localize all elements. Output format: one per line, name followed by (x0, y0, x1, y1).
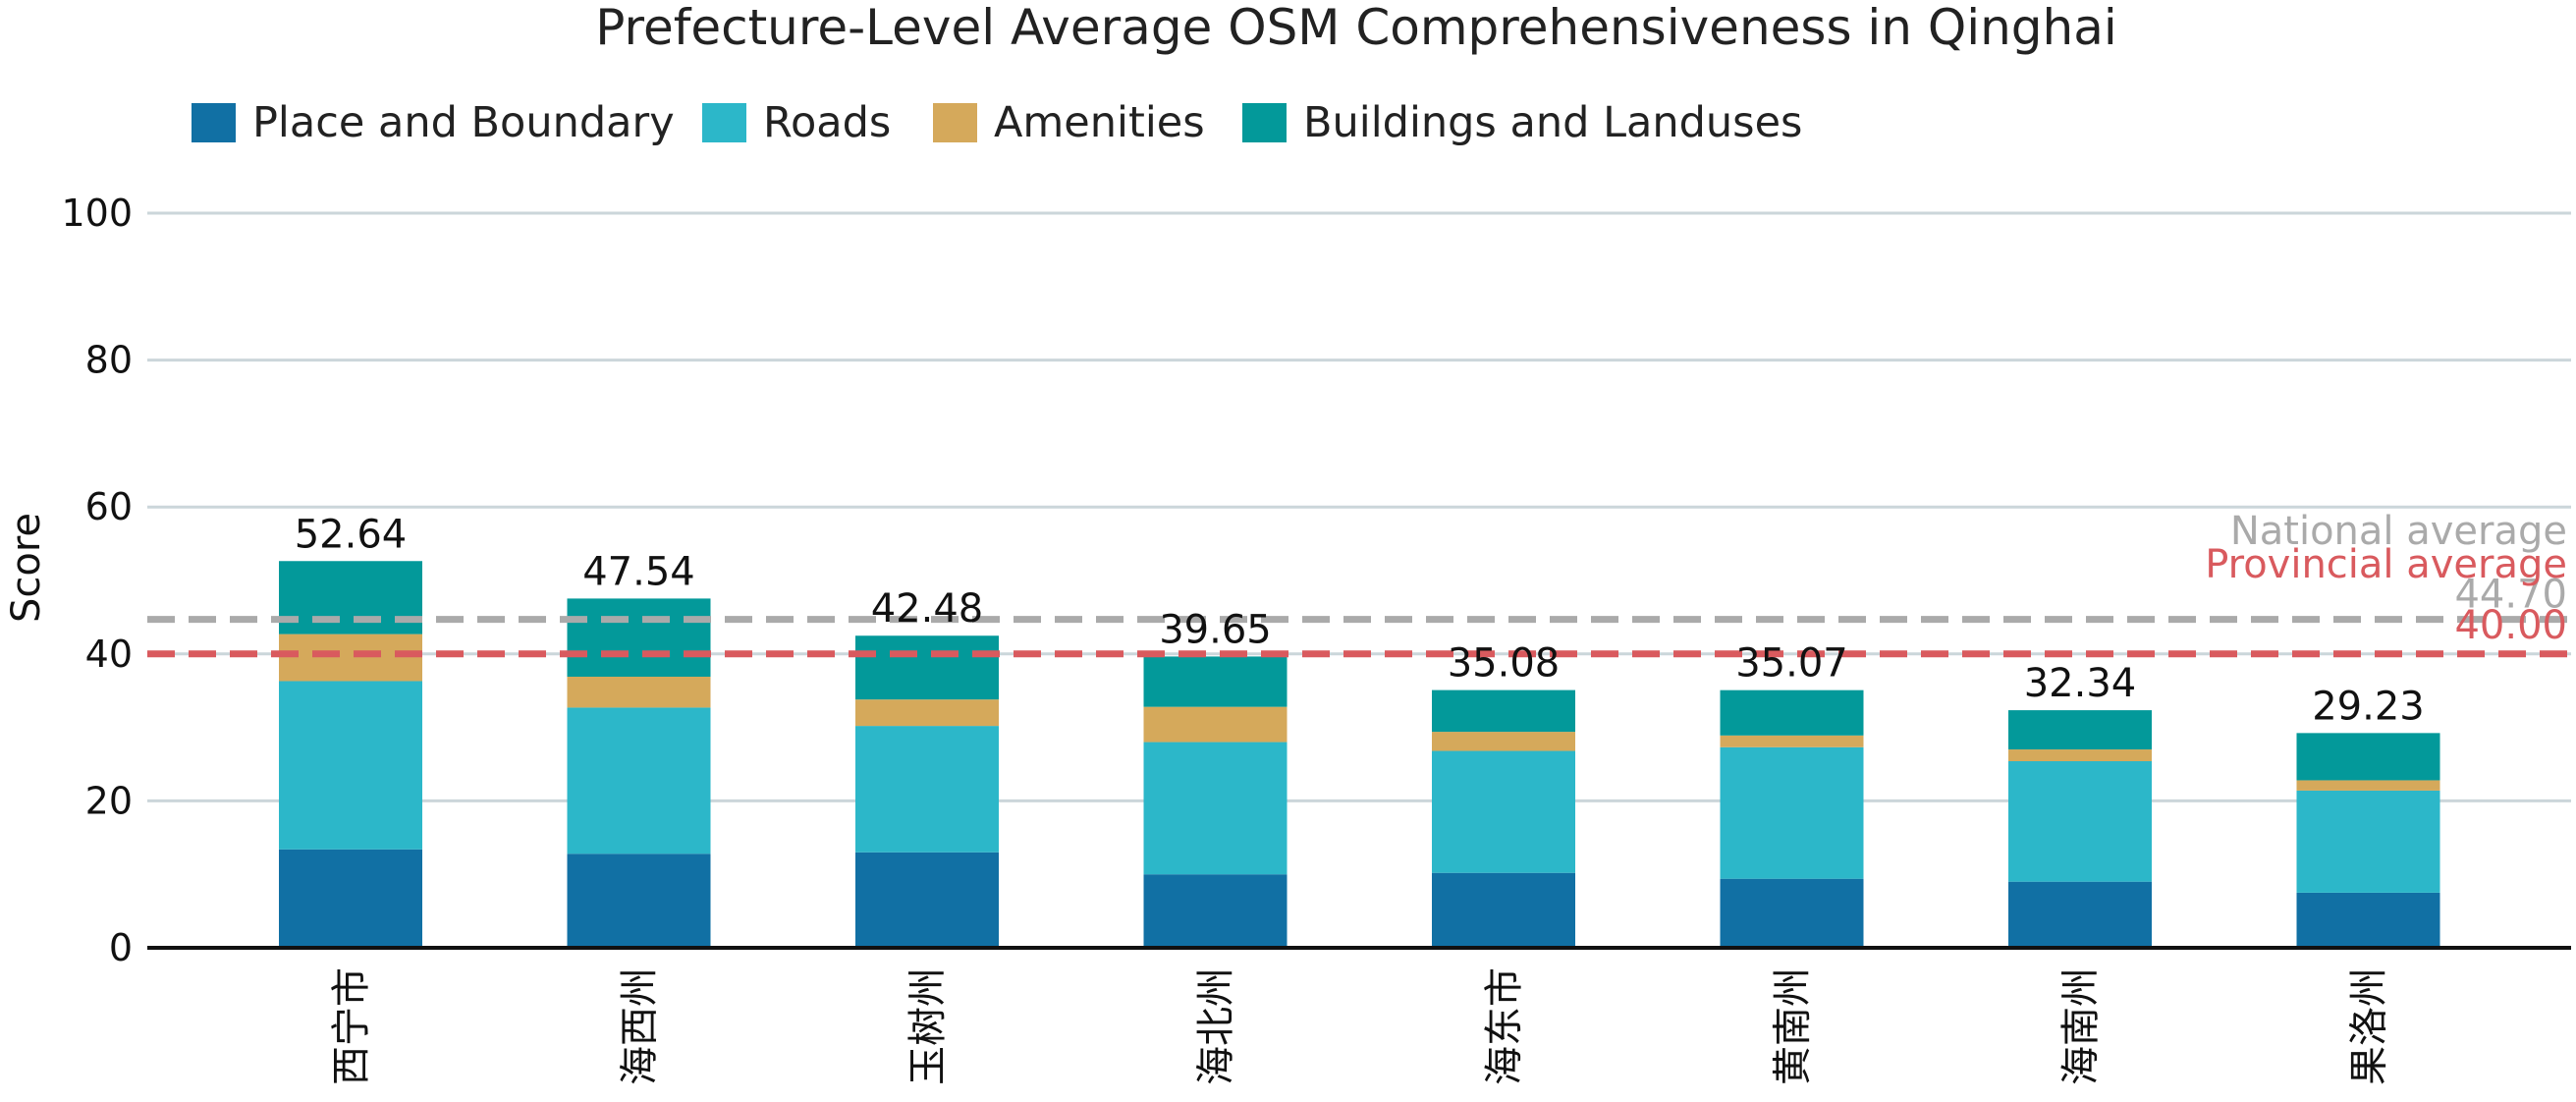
bar-total-label: 29.23 (2312, 684, 2425, 729)
legend: Place and Boundary Roads Amenities Building… (192, 98, 1802, 147)
bar-segment (1720, 878, 1864, 948)
bar-segment (279, 681, 422, 850)
y-tick-label: 80 (85, 339, 133, 382)
bar-total-label: 47.54 (582, 549, 695, 594)
legend-label: Buildings and Landuses (1303, 98, 1802, 147)
y-axis-label: Score (4, 513, 49, 623)
bar-total-label: 35.07 (1735, 641, 1848, 687)
x-tick-label: 海北州 (1194, 967, 1239, 1085)
y-tick-label: 100 (61, 192, 133, 235)
bar-segment (2296, 790, 2440, 893)
x-axis-categories: 西宁市 海西州 玉树州 海北州 海东市 黄南州 海南州 果洛州 (329, 967, 2392, 1085)
bar-segment (567, 598, 711, 677)
y-tick-label: 60 (85, 485, 133, 528)
gridlines (147, 211, 2571, 802)
bar-segment (855, 635, 999, 700)
bar-total-label: 35.08 (1448, 641, 1561, 687)
chart-title: Prefecture-Level Average OSM Comprehensi… (595, 0, 2117, 56)
bar-segment (1143, 706, 1288, 743)
legend-label: Roads (763, 98, 891, 147)
legend-swatch (1242, 103, 1287, 142)
x-tick-label: 西宁市 (329, 967, 374, 1085)
bar-total-label: 52.64 (295, 512, 408, 557)
bar-segment (2008, 881, 2152, 948)
bar-segment (855, 699, 999, 727)
x-tick-label: 海西州 (618, 967, 663, 1085)
x-tick-label: 玉树州 (905, 967, 951, 1085)
legend-label: Place and Boundary (252, 98, 675, 147)
bar-segment (2008, 710, 2152, 750)
bar-segment (279, 849, 422, 948)
bar-segment (855, 726, 999, 853)
y-tick-label: 40 (85, 633, 133, 676)
reference-line-value: 40.00 (2454, 603, 2567, 648)
bar-segment (1143, 874, 1288, 948)
bar-segment (2008, 761, 2152, 882)
bar-total-label: 42.48 (871, 586, 984, 632)
bar-segment (567, 854, 711, 948)
bar-segment (1432, 689, 1575, 733)
reference-line-label: National average (2230, 509, 2567, 554)
bar-segment (567, 676, 711, 708)
bar-total-label: 39.65 (1159, 607, 1272, 652)
legend-swatch (933, 103, 977, 142)
bar-segment (2296, 892, 2440, 948)
bar-segment (2296, 780, 2440, 791)
bar-segment (1720, 735, 1864, 747)
bar-segment (1432, 750, 1575, 873)
bar-segment (1720, 689, 1864, 736)
bar-segment (2008, 749, 2152, 762)
legend-swatch (702, 103, 746, 142)
bar-totals: 52.64 47.54 42.48 39.65 35.08 35.07 32.34 29.23 (295, 512, 2425, 729)
bars (279, 561, 2440, 948)
bar-segment (567, 707, 711, 854)
x-tick-label: 海东市 (1482, 967, 1527, 1085)
bar-segment (1720, 746, 1864, 879)
bar-segment (2296, 733, 2440, 781)
y-axis-ticks: 0 20 40 60 80 100 (61, 192, 133, 969)
bar-segment (279, 634, 422, 682)
y-tick-label: 0 (109, 926, 133, 969)
legend-swatch (192, 103, 236, 142)
legend-label: Amenities (994, 98, 1205, 147)
bar-segment (279, 561, 422, 634)
bar-segment (1143, 742, 1288, 875)
x-tick-label: 海南州 (2058, 967, 2104, 1085)
bar-segment (1432, 872, 1575, 948)
reference-line-label: Provincial average (2205, 542, 2567, 587)
bar-segment (855, 852, 999, 948)
bar-segment (1143, 656, 1288, 707)
bar-segment (1432, 732, 1575, 751)
x-tick-label: 果洛州 (2347, 967, 2392, 1085)
y-tick-label: 20 (85, 779, 133, 822)
x-tick-label: 黄南州 (1771, 967, 1816, 1085)
bar-total-label: 32.34 (2024, 661, 2137, 706)
reference-line-value: 44.70 (2454, 573, 2567, 618)
